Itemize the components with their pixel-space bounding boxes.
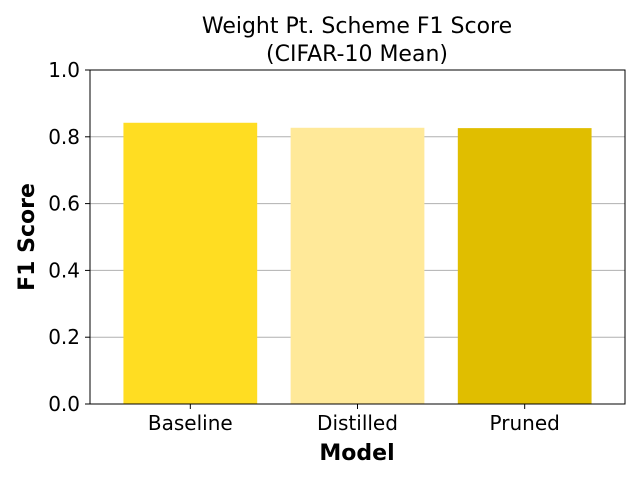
y-tick-label: 1.0 bbox=[48, 58, 80, 82]
x-tick-label: Distilled bbox=[317, 411, 398, 435]
plot-frame bbox=[89, 69, 626, 405]
chart-title-line2: (CIFAR-10 Mean) bbox=[266, 42, 448, 67]
y-tick-label: 0.8 bbox=[48, 125, 80, 149]
chart-title-line1: Weight Pt. Scheme F1 Score bbox=[202, 14, 512, 39]
x-tick-label: Pruned bbox=[490, 411, 560, 435]
y-tick-label: 0.2 bbox=[48, 325, 80, 349]
bar-baseline bbox=[123, 122, 258, 404]
bar-pruned bbox=[457, 128, 592, 404]
x-axis-ticks: Baseline Distilled Pruned bbox=[148, 404, 560, 435]
x-tick-label: Baseline bbox=[148, 411, 233, 435]
y-tick-label: 0.0 bbox=[48, 392, 80, 416]
y-tick-label: 0.6 bbox=[48, 192, 80, 216]
y-axis-ticks: 0.0 0.2 0.4 0.6 0.8 1.0 bbox=[48, 58, 90, 416]
y-axis-label: F1 Score bbox=[15, 183, 40, 291]
y-tick-label: 0.4 bbox=[48, 258, 80, 282]
bars bbox=[123, 122, 592, 405]
x-axis-label: Model bbox=[319, 441, 394, 466]
bar-distilled bbox=[290, 127, 425, 405]
